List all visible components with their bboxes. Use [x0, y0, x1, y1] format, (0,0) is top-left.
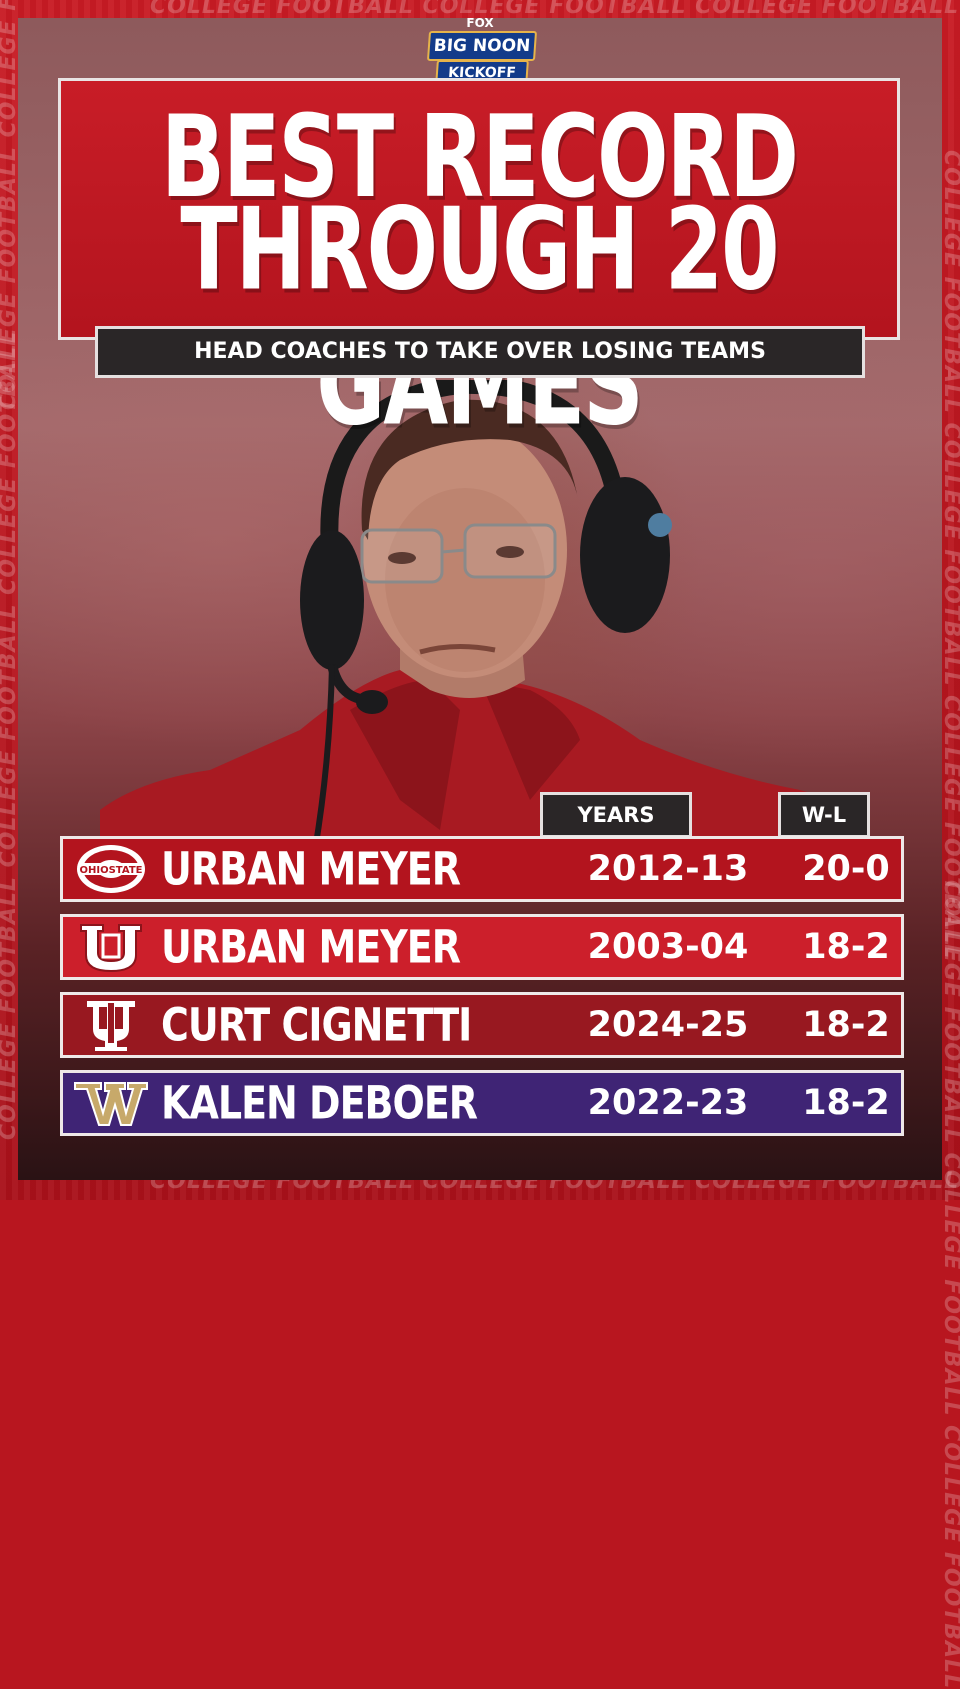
border-text-top: COLLEGE FOOTBALL COLLEGE FOOTBALL COLLEG…: [150, 0, 960, 19]
coach-record: 20-0: [802, 849, 890, 889]
coach-name: CURT CIGNETTI: [161, 998, 472, 1052]
title-line-2: THROUGH 20 GAMES: [180, 183, 779, 451]
coach-years: 2012-13: [587, 849, 749, 889]
logo-big-noon: BIG NOON: [426, 31, 538, 61]
ohio-state-logo-icon: OHIOSTATE: [77, 845, 145, 893]
coach-name: KALEN DEBOER: [161, 1076, 478, 1130]
coach-years: 2024-25: [587, 1005, 749, 1045]
coach-name: URBAN MEYER: [161, 842, 461, 896]
coach-record: 18-2: [802, 927, 890, 967]
washington-logo-icon: [74, 1082, 148, 1126]
title-banner: BEST RECORD THROUGH 20 GAMES: [58, 78, 900, 451]
title-line-1: BEST RECORD: [161, 90, 799, 224]
big-noon-kickoff-logo: FOX BIG NOON KICKOFF: [424, 16, 538, 90]
table-row: OHIOSTATE URBAN MEYER 2012-13 20-0: [60, 836, 904, 902]
table-row: CURT CIGNETTI 2024-25 18-2: [60, 992, 904, 1058]
indiana-logo-icon: [87, 1001, 135, 1051]
border-text-right-lower: COLLEGE FOOTBALL COLLEGE FOOTBALL COLLEG…: [939, 880, 960, 1689]
wl-column-header: W-L: [778, 792, 870, 838]
years-column-header: YEARS: [540, 792, 692, 838]
table-row: URBAN MEYER 2003-04 18-2: [60, 914, 904, 980]
coach-record: 18-2: [802, 1005, 890, 1045]
svg-text:OHIOSTATE: OHIOSTATE: [80, 865, 143, 876]
table-row: KALEN DEBOER 2022-23 18-2: [60, 1070, 904, 1136]
utah-logo-icon: [80, 924, 142, 973]
border-text-right: COLLEGE FOOTBALL COLLEGE FOOTBALL COLLEG…: [939, 150, 960, 959]
coach-name: URBAN MEYER: [161, 920, 461, 974]
coach-years: 2003-04: [587, 927, 749, 967]
coach-photo: [100, 380, 860, 880]
coach-years: 2022-23: [587, 1083, 749, 1123]
coach-record: 18-2: [802, 1083, 890, 1123]
fox-wordmark: FOX: [466, 16, 494, 30]
subtitle-banner: HEAD COACHES TO TAKE OVER LOSING TEAMS: [95, 326, 865, 378]
